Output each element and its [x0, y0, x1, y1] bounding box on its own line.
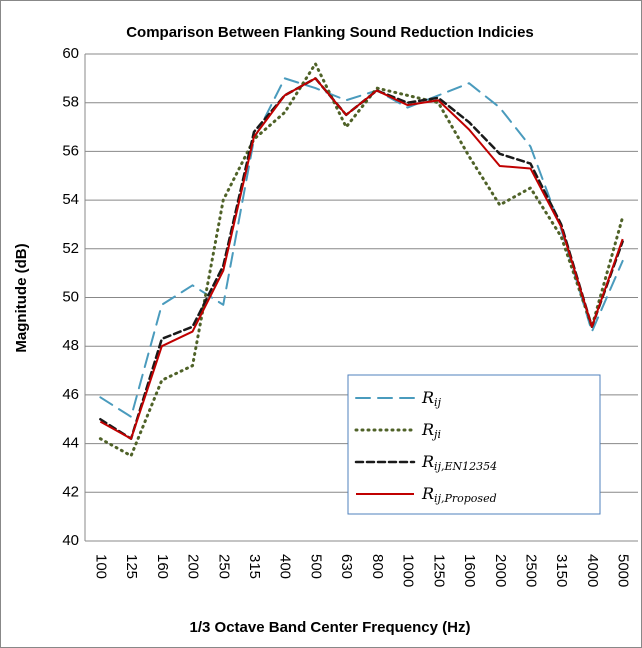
y-tick-label: 58 [62, 94, 79, 111]
x-tick-label: 200 [185, 554, 202, 579]
y-tick-label: 60 [62, 45, 79, 62]
y-tick-label: 56 [62, 142, 79, 159]
y-tick-label: 44 [62, 435, 79, 452]
y-tick-label: 52 [62, 240, 79, 257]
series-line [99, 77, 624, 440]
x-tick-label: 1250 [430, 554, 447, 587]
legend-label: Rij,Proposed [421, 484, 497, 506]
legend-label: Rij,EN12354 [421, 452, 497, 474]
x-tick-label: 800 [369, 554, 386, 579]
y-tick-label: 40 [62, 532, 79, 549]
x-tick-label: 2000 [492, 554, 509, 587]
x-tick-label: 160 [154, 554, 171, 579]
x-tick-label: 4000 [584, 554, 601, 587]
y-tick-label: 48 [62, 337, 79, 354]
chart-title: Comparison Between Flanking Sound Reduct… [126, 24, 534, 41]
y-tick-label: 50 [62, 288, 79, 305]
legend-label: Rji [421, 420, 441, 442]
x-tick-label: 5000 [615, 554, 632, 587]
y-tick-label: 46 [62, 386, 79, 403]
x-tick-label: 400 [277, 554, 294, 579]
x-tick-label: 315 [246, 554, 263, 579]
x-axis-label: 1/3 Octave Band Center Frequency (Hz) [190, 619, 471, 636]
series-line [99, 77, 624, 418]
x-tick-label: 630 [338, 554, 355, 579]
x-tick-label: 125 [123, 554, 140, 579]
y-axis-label: Magnitude (dB) [13, 243, 30, 352]
y-tick-label: 54 [62, 191, 79, 208]
x-tick-label: 2500 [523, 554, 540, 587]
series-line [98, 62, 625, 458]
x-tick-label: 250 [215, 554, 232, 579]
x-tick-label: 3150 [553, 554, 570, 587]
x-tick-label: 1000 [400, 554, 417, 587]
x-tick-label: 100 [92, 554, 109, 579]
legend-label: Rij [421, 388, 442, 410]
x-tick-label: 1600 [461, 554, 478, 587]
x-tick-label: 500 [307, 554, 324, 579]
y-tick-label: 42 [62, 483, 79, 500]
